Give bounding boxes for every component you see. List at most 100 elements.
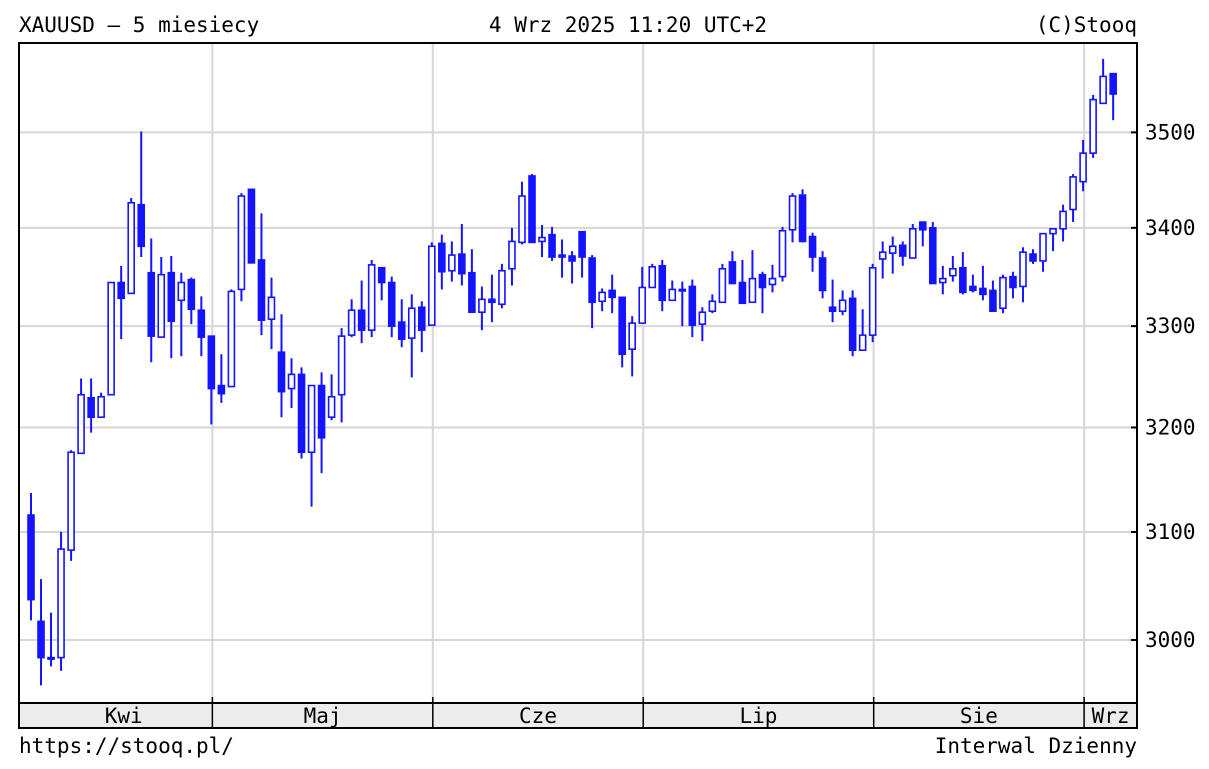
candle-body-up — [748, 277, 757, 304]
candle-body-up — [407, 307, 416, 339]
candle — [618, 296, 626, 368]
candle — [1109, 72, 1117, 121]
candle — [207, 335, 216, 425]
x-axis-labels: Kwi Maj Cze Lip Sie Wrz — [105, 704, 1130, 728]
candle-body-up — [858, 334, 867, 351]
candle-body-up — [327, 395, 336, 419]
y-axis-labels: 3000 3100 3200 3300 3400 3500 — [1145, 120, 1196, 652]
candle-body-down — [608, 289, 616, 299]
candle-body-up — [949, 267, 957, 277]
candle — [47, 612, 55, 667]
candle — [908, 223, 917, 259]
candle — [157, 257, 166, 338]
candle-body-up — [999, 276, 1007, 310]
candle — [1089, 94, 1097, 158]
candle-body-down — [207, 335, 216, 390]
candle — [287, 358, 296, 408]
candle — [928, 222, 937, 285]
candle — [989, 280, 997, 313]
candle-body-down — [558, 254, 566, 258]
candle-body-down — [147, 271, 156, 337]
candle-body-up — [157, 273, 166, 338]
candle — [698, 307, 707, 342]
candle-body-down — [618, 296, 626, 356]
candle-body-down — [357, 309, 366, 331]
candle-body-up — [177, 281, 186, 302]
candle — [678, 281, 687, 327]
candle — [888, 236, 897, 274]
candle-body-down — [528, 175, 536, 244]
candle — [488, 274, 496, 323]
candle-body-down — [187, 278, 196, 311]
candle-body-down — [979, 287, 987, 296]
candle-body-down — [167, 271, 176, 322]
candle — [448, 241, 456, 282]
candle-body-down — [989, 289, 997, 313]
candle-body-down — [1029, 253, 1037, 262]
candle — [167, 256, 176, 359]
candle — [939, 265, 947, 295]
candle — [648, 263, 657, 289]
candle-body-up — [1079, 152, 1087, 183]
candle-body-up — [768, 277, 777, 286]
candle-body-down — [658, 265, 667, 302]
x-tick-label-kwi: Kwi — [105, 704, 143, 728]
candle-body-up — [1099, 75, 1107, 105]
candle — [548, 226, 556, 261]
candle — [1059, 204, 1067, 242]
candle — [959, 252, 967, 295]
candle — [728, 251, 737, 285]
candle — [498, 263, 506, 309]
candle — [397, 299, 406, 348]
candle — [558, 239, 566, 278]
candle — [969, 274, 977, 293]
candle — [768, 264, 777, 293]
candle-body-up — [1069, 176, 1077, 211]
candle-body-up — [448, 254, 456, 272]
candle — [658, 259, 667, 312]
candle — [127, 197, 135, 295]
x-tick-label-cze: Cze — [519, 704, 557, 728]
candle-body-down — [217, 384, 226, 395]
candle-body-down — [568, 255, 576, 262]
candle — [407, 294, 416, 378]
candle-body-up — [367, 264, 376, 331]
candle-body-down — [688, 285, 697, 326]
candle-body-down — [969, 285, 977, 292]
candle — [67, 450, 75, 561]
candle-body-up — [77, 393, 85, 455]
candle-body-down — [818, 257, 827, 292]
candle — [468, 249, 476, 314]
candle — [227, 289, 236, 388]
candle — [1099, 58, 1107, 105]
candle-body-up — [648, 266, 657, 289]
candle-body-down — [848, 297, 857, 351]
candle-body-down — [137, 203, 146, 248]
candle-body-up — [518, 195, 526, 244]
candle — [347, 299, 356, 338]
candle-body-up — [1059, 210, 1067, 230]
candle — [668, 280, 677, 302]
candle-body-down — [488, 298, 496, 304]
candle — [708, 294, 717, 314]
candle — [638, 266, 647, 324]
candle-body-down — [918, 221, 927, 231]
candle-body-down — [828, 306, 837, 313]
candle-body-up — [708, 300, 717, 313]
candle-body-down — [257, 259, 266, 321]
candle-body-up — [127, 201, 135, 295]
candle-body-down — [468, 271, 476, 314]
candle — [798, 189, 807, 243]
candle-body-up — [868, 266, 877, 336]
candle-body-down — [1109, 72, 1117, 95]
gridlines — [19, 43, 1137, 728]
candle — [858, 309, 867, 351]
stooq-link[interactable]: https://stooq.pl/ — [19, 734, 234, 758]
candle-body-down — [898, 244, 907, 257]
candle-body-down — [678, 288, 687, 292]
candle-body-up — [67, 451, 75, 551]
candle — [1019, 247, 1027, 303]
candle-body-down — [738, 281, 747, 305]
stooq-url[interactable]: https://stooq.pl/ — [19, 734, 234, 758]
candle-body-up — [97, 395, 105, 419]
